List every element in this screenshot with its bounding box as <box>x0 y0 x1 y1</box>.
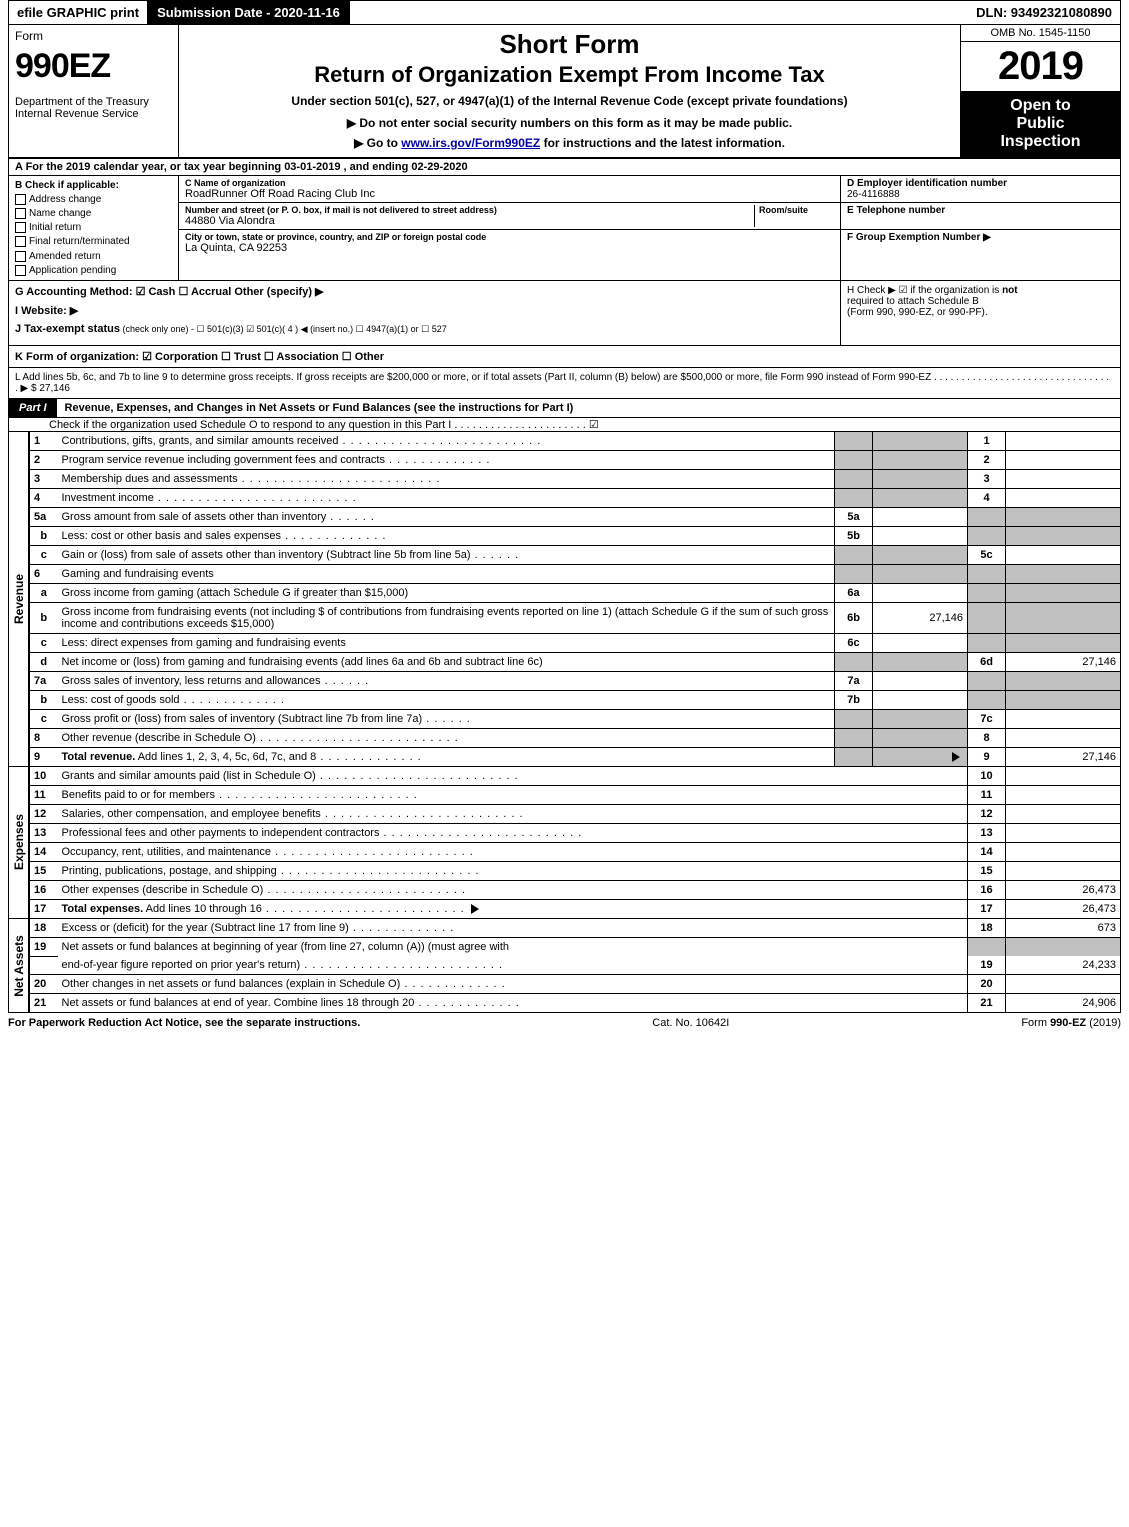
line-17: 17Total expenses. Add lines 10 through 1… <box>30 899 1121 918</box>
room-label: Room/suite <box>759 205 834 215</box>
line-2: 2Program service revenue including gover… <box>30 450 1121 469</box>
line-6a: aGross income from gaming (attach Schedu… <box>30 583 1121 602</box>
line-5c: cGain or (loss) from sale of assets othe… <box>30 545 1121 564</box>
line-6c: cLess: direct expenses from gaming and f… <box>30 633 1121 652</box>
d-ein-label: D Employer identification number <box>847 178 1114 189</box>
cb-initial-return[interactable]: Initial return <box>15 222 172 233</box>
line-6: 6Gaming and fundraising events <box>30 564 1121 583</box>
part1-header: Part I Revenue, Expenses, and Changes in… <box>8 399 1121 418</box>
line-21: 21Net assets or fund balances at end of … <box>30 994 1121 1013</box>
line-7c: cGross profit or (loss) from sales of in… <box>30 709 1121 728</box>
form-word: Form <box>15 29 172 43</box>
row-l: L Add lines 5b, 6c, and 7b to line 9 to … <box>8 368 1121 399</box>
line-7a: 7aGross sales of inventory, less returns… <box>30 671 1121 690</box>
instructions-link-line: ▶ Go to www.irs.gov/Form990EZ for instru… <box>187 136 952 150</box>
line-20: 20Other changes in net assets or fund ba… <box>30 975 1121 994</box>
line-8: 8Other revenue (describe in Schedule O)8 <box>30 728 1121 747</box>
line-3: 3Membership dues and assessments3 <box>30 469 1121 488</box>
line-15: 15Printing, publications, postage, and s… <box>30 861 1121 880</box>
side-revenue: Revenue <box>12 574 26 624</box>
line-10: 10Grants and similar amounts paid (list … <box>30 767 1121 786</box>
subtitle: Under section 501(c), 527, or 4947(a)(1)… <box>187 94 952 108</box>
city-label: City or town, state or province, country… <box>185 232 834 242</box>
omb-number: OMB No. 1545-1150 <box>961 25 1120 42</box>
line-6d: dNet income or (loss) from gaming and fu… <box>30 652 1121 671</box>
line-5b: bLess: cost or other basis and sales exp… <box>30 526 1121 545</box>
form-number: 990EZ <box>15 47 172 86</box>
addr-value: 44880 Via Alondra <box>185 215 754 227</box>
expenses-section: Expenses 10Grants and similar amounts pa… <box>8 767 1121 919</box>
tax-year: 2019 <box>961 42 1120 91</box>
f-group-label: F Group Exemption Number ▶ <box>847 232 1114 243</box>
i-website: I Website: ▶ <box>15 304 834 317</box>
ssn-note: ▶ Do not enter social security numbers o… <box>187 116 952 130</box>
cb-address-change[interactable]: Address change <box>15 194 172 205</box>
line-16: 16Other expenses (describe in Schedule O… <box>30 880 1121 899</box>
city-value: La Quinta, CA 92253 <box>185 242 834 254</box>
side-expenses: Expenses <box>12 814 26 870</box>
line-11: 11Benefits paid to or for members11 <box>30 785 1121 804</box>
part1-tab: Part I <box>9 399 57 417</box>
cb-final-return[interactable]: Final return/terminated <box>15 236 172 247</box>
line-4: 4Investment income4 <box>30 488 1121 507</box>
revenue-table: 1Contributions, gifts, grants, and simil… <box>29 432 1121 767</box>
ein-value: 26-4116888 <box>847 189 1114 200</box>
b-header: B Check if applicable: <box>15 180 172 191</box>
part1-check-line: Check if the organization used Schedule … <box>8 418 1121 432</box>
line-7b: bLess: cost of goods sold7b <box>30 690 1121 709</box>
line-19b: end-of-year figure reported on prior yea… <box>30 956 1121 975</box>
efile-label: efile GRAPHIC print <box>9 1 147 24</box>
cb-name-change[interactable]: Name change <box>15 208 172 219</box>
c-label: C Name of organization <box>185 178 834 188</box>
entity-block: B Check if applicable: Address change Na… <box>8 176 1121 281</box>
row-a-tax-year: A For the 2019 calendar year, or tax yea… <box>8 159 1121 176</box>
row-k: K Form of organization: ☑ Corporation ☐ … <box>8 346 1121 368</box>
g-accounting: G Accounting Method: ☑ Cash ☐ Accrual Ot… <box>15 285 834 298</box>
line-19a: 19Net assets or fund balances at beginni… <box>30 937 1121 956</box>
line-14: 14Occupancy, rent, utilities, and mainte… <box>30 842 1121 861</box>
line-18: 18Excess or (deficit) for the year (Subt… <box>30 919 1121 938</box>
e-phone-label: E Telephone number <box>847 205 1114 216</box>
dln: DLN: 93492321080890 <box>968 1 1120 24</box>
expenses-table: 10Grants and similar amounts paid (list … <box>29 767 1121 919</box>
net-assets-section: Net Assets 18Excess or (deficit) for the… <box>8 919 1121 1014</box>
irs-link[interactable]: www.irs.gov/Form990EZ <box>401 136 540 150</box>
org-name: RoadRunner Off Road Racing Club Inc <box>185 188 834 200</box>
revenue-section: Revenue 1Contributions, gifts, grants, a… <box>8 432 1121 767</box>
net-assets-table: 18Excess or (deficit) for the year (Subt… <box>29 919 1121 1014</box>
arrow-icon <box>471 904 479 914</box>
h-check: H Check ▶ ☑ if the organization is not <box>847 285 1114 296</box>
phone-value <box>847 216 1114 227</box>
cb-amended-return[interactable]: Amended return <box>15 251 172 262</box>
side-net-assets: Net Assets <box>12 935 26 997</box>
open-to-public: Open to Public Inspection <box>961 91 1120 157</box>
part1-title: Revenue, Expenses, and Changes in Net As… <box>57 399 582 417</box>
title-short-form: Short Form <box>187 29 952 60</box>
addr-label: Number and street (or P. O. box, if mail… <box>185 205 754 215</box>
form-header: Form 990EZ Department of the Treasury In… <box>8 24 1121 159</box>
dept-treasury: Department of the Treasury <box>15 96 172 108</box>
submission-date: Submission Date - 2020-11-16 <box>147 1 350 24</box>
j-tax-exempt: J Tax-exempt status (check only one) - ☐… <box>15 323 834 335</box>
line-9: 9Total revenue. Add lines 1, 2, 3, 4, 5c… <box>30 747 1121 766</box>
topbar: efile GRAPHIC print Submission Date - 20… <box>8 0 1121 24</box>
line-13: 13Professional fees and other payments t… <box>30 823 1121 842</box>
line-1: 1Contributions, gifts, grants, and simil… <box>30 432 1121 451</box>
footer: For Paperwork Reduction Act Notice, see … <box>8 1013 1121 1033</box>
cb-application-pending[interactable]: Application pending <box>15 265 172 276</box>
paperwork-notice: For Paperwork Reduction Act Notice, see … <box>8 1017 360 1029</box>
gh-block: G Accounting Method: ☑ Cash ☐ Accrual Ot… <box>8 281 1121 346</box>
line-5a: 5aGross amount from sale of assets other… <box>30 507 1121 526</box>
dept-irs: Internal Revenue Service <box>15 108 172 120</box>
cat-no: Cat. No. 10642I <box>652 1017 729 1029</box>
line-12: 12Salaries, other compensation, and empl… <box>30 804 1121 823</box>
line-6b: bGross income from fundraising events (n… <box>30 602 1121 633</box>
title-return: Return of Organization Exempt From Incom… <box>187 62 952 88</box>
arrow-icon <box>952 752 960 762</box>
form-ref: Form 990-EZ (2019) <box>1021 1017 1121 1029</box>
